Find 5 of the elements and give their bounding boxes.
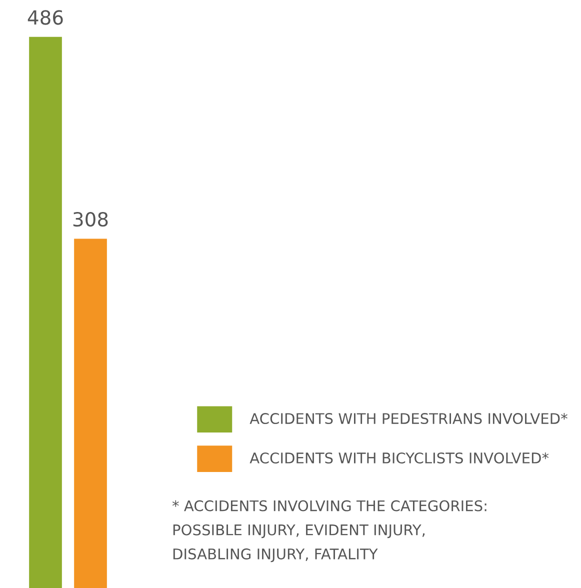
legend-label: ACCIDENTS WITH BICYCLISTS INVOLVED* — [250, 452, 549, 464]
data-label: 308 — [73, 212, 108, 227]
data-label: 486 — [28, 10, 63, 25]
legend-label: ACCIDENTS WITH PEDESTRIANS INVOLVED* — [250, 413, 568, 424]
text: * ACCIDENTS INVOLVING THE CATEGORIES: POSSIBLE INJURY, EVIDENT INJURY, DISABLING INJURY, FATALITY — [172, 500, 486, 562]
